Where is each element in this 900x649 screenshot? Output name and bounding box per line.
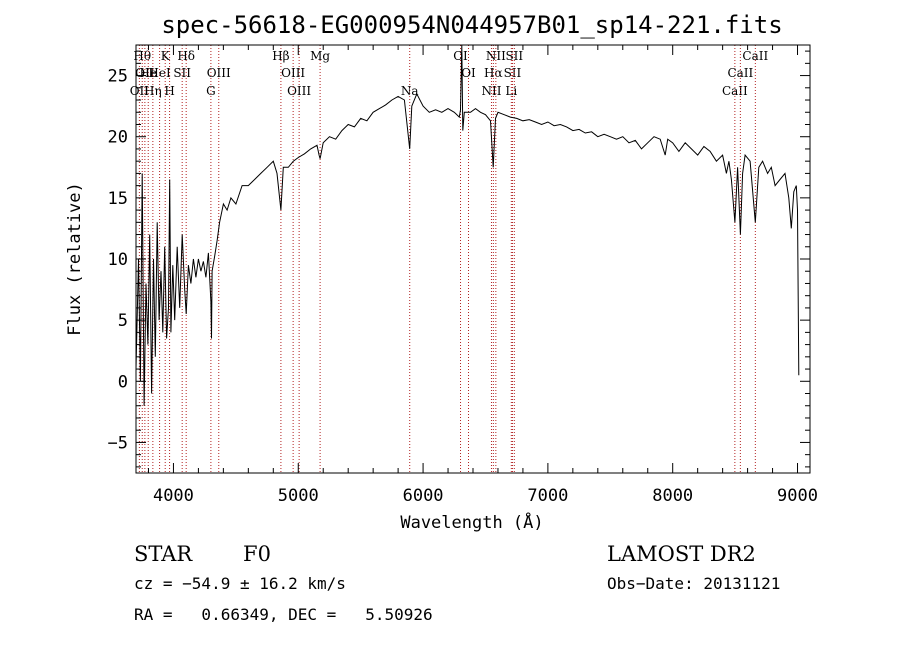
- spectral-line-markers: HθOIIHeOIIHηHeIKHSIIHδGOIIIHβOIIIOIIIMgN…: [130, 45, 768, 473]
- y-axis-ticks: −5 0 5 10 15 20 25: [108, 50, 810, 468]
- line-label-16: Na: [401, 84, 419, 98]
- line-label-4: Hη: [144, 84, 162, 98]
- chart-title: spec-56618-EG000954N044957B01_sp14-221.f…: [161, 11, 782, 39]
- line-label-12: Hβ: [272, 49, 289, 63]
- line-label-10: G: [206, 84, 216, 98]
- y-tick-label-1: 0: [118, 372, 128, 392]
- line-label-24: SII: [505, 49, 523, 63]
- x-tick-label-4: 8000: [652, 486, 693, 506]
- line-label-22: Li: [505, 84, 517, 98]
- y-tick-label-5: 20: [108, 128, 128, 148]
- line-label-6: K: [161, 49, 171, 63]
- x-tick-label-1: 5000: [278, 486, 319, 506]
- line-label-3: OII: [130, 84, 150, 98]
- line-label-26: CaII: [727, 66, 753, 80]
- observation-date: Obs−Date: 20131121: [607, 574, 780, 593]
- y-axis-label: Flux (relative): [65, 182, 85, 336]
- line-label-17: OI: [453, 49, 468, 63]
- line-label-14: OIII: [287, 84, 311, 98]
- object-subclass: F0: [243, 542, 271, 566]
- line-label-8: SII: [173, 66, 191, 80]
- survey-name: LAMOST DR2: [607, 542, 756, 566]
- y-tick-label-0: −5: [108, 433, 128, 453]
- line-label-9: Hδ: [177, 49, 195, 63]
- object-class: STAR: [134, 542, 193, 566]
- x-tick-label-3: 7000: [527, 486, 568, 506]
- line-label-27: CaII: [742, 49, 768, 63]
- line-label-23: SII: [504, 66, 522, 80]
- x-axis-ticks: 4000 5000 6000 7000 8000 9000: [147, 45, 818, 506]
- y-tick-label-4: 15: [108, 189, 128, 209]
- line-label-7: H: [164, 84, 174, 98]
- x-axis-label: Wavelength (Å): [400, 511, 543, 533]
- y-tick-label-6: 25: [108, 67, 128, 87]
- y-tick-label-2: 5: [118, 311, 128, 331]
- line-label-25: CaII: [722, 84, 748, 98]
- plot-frame: [135, 44, 811, 474]
- line-label-15: Mg: [310, 49, 330, 63]
- line-label-11: OIII: [207, 66, 231, 80]
- line-label-18: OI: [461, 66, 476, 80]
- y-tick-label-3: 10: [108, 250, 128, 270]
- line-label-5: HeI: [148, 66, 171, 80]
- line-label-0: Hθ: [133, 49, 151, 63]
- spectrum-series: [135, 44, 800, 406]
- x-tick-label-0: 4000: [153, 486, 194, 506]
- redshift-velocity: cz = −54.9 ± 16.2 km/s: [134, 574, 346, 593]
- coordinates: RA = 0.66349, DEC = 5.50926: [134, 605, 433, 624]
- line-label-1: OII: [135, 66, 155, 80]
- x-tick-label-5: 9000: [777, 486, 818, 506]
- line-label-13: OIII: [281, 66, 305, 80]
- spectrum-line: [135, 44, 800, 406]
- x-tick-label-2: 6000: [403, 486, 444, 506]
- line-label-20: Hα: [484, 66, 503, 80]
- line-label-21: NII: [486, 49, 506, 63]
- line-label-19: NII: [481, 84, 501, 98]
